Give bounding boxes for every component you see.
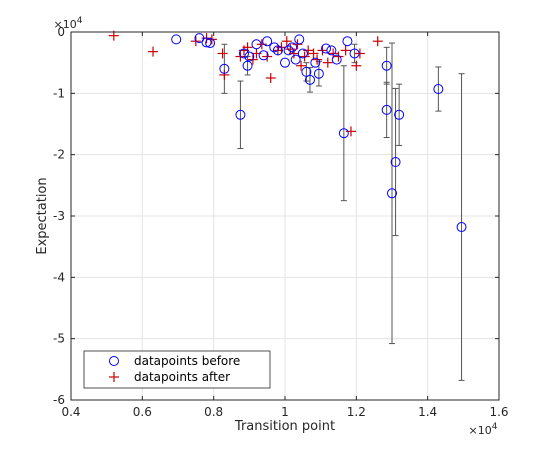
y-exponent-label: ×104	[54, 16, 83, 31]
legend-box	[83, 350, 271, 389]
y-tick-label: -2	[53, 148, 65, 162]
before-point	[310, 57, 321, 68]
before-point	[321, 43, 332, 54]
before-point	[390, 157, 401, 168]
x-tick-label: 0.4	[61, 405, 80, 419]
y-tick-label: 0	[57, 25, 65, 39]
before-point	[242, 60, 253, 71]
before-point	[313, 68, 324, 79]
x-tick-label: 1.4	[418, 405, 437, 419]
x-tick-label: 1	[281, 405, 289, 419]
before-point	[219, 63, 230, 74]
before-point	[272, 45, 283, 56]
before-point	[381, 104, 392, 115]
y-tick-label: -1	[53, 86, 65, 100]
before-point	[331, 54, 342, 65]
before-point	[171, 34, 182, 45]
before-point	[235, 109, 246, 120]
before-point	[283, 45, 294, 56]
before-point	[205, 38, 216, 49]
before-point	[258, 50, 269, 61]
before-point	[342, 36, 353, 47]
before-point	[349, 48, 360, 59]
before-point	[238, 48, 249, 59]
before-point	[338, 128, 349, 139]
before-point	[201, 37, 212, 48]
x-axis-label: Transition point	[234, 419, 335, 434]
before-point	[304, 74, 315, 85]
error-bars	[221, 42, 465, 381]
data-markers	[108, 30, 467, 233]
y-tick-label: -5	[53, 332, 65, 346]
x-tick-label: 0.8	[204, 405, 223, 419]
x-tick-label: 1.2	[347, 405, 366, 419]
x-tick-label: 1.6	[489, 405, 508, 419]
before-point	[326, 45, 337, 56]
before-point	[194, 33, 205, 44]
before-point	[394, 109, 405, 120]
before-point	[456, 222, 467, 233]
y-tick-label: -4	[53, 270, 65, 284]
legend: datapoints before datapoints after	[83, 350, 271, 389]
x-tick-label: 0.6	[133, 405, 152, 419]
legend-marker-before	[109, 356, 119, 366]
before-point	[297, 48, 308, 59]
before-point	[244, 51, 255, 62]
y-axis-label: Expectation	[35, 177, 50, 254]
legend-label-after: datapoints after	[134, 370, 230, 384]
x-exponent-label: ×104	[469, 422, 498, 437]
before-point	[387, 188, 397, 199]
before-point	[280, 57, 290, 68]
before-point	[290, 54, 301, 65]
before-point	[294, 34, 305, 45]
before-point	[251, 39, 262, 50]
y-tick-label: -3	[53, 209, 65, 223]
before-point	[381, 60, 392, 71]
legend-label-before: datapoints before	[134, 354, 240, 368]
before-point	[433, 84, 444, 95]
before-point	[287, 42, 298, 53]
before-point	[269, 42, 280, 53]
before-point	[262, 36, 273, 47]
legend-marker-after	[109, 372, 119, 382]
y-tick-label: -6	[53, 393, 65, 407]
axis-ticks: 0.4 0.6 0.8 1 1.2 1.4 1.6 0 -1 -2 -3 -4 -5 -6	[53, 25, 509, 419]
